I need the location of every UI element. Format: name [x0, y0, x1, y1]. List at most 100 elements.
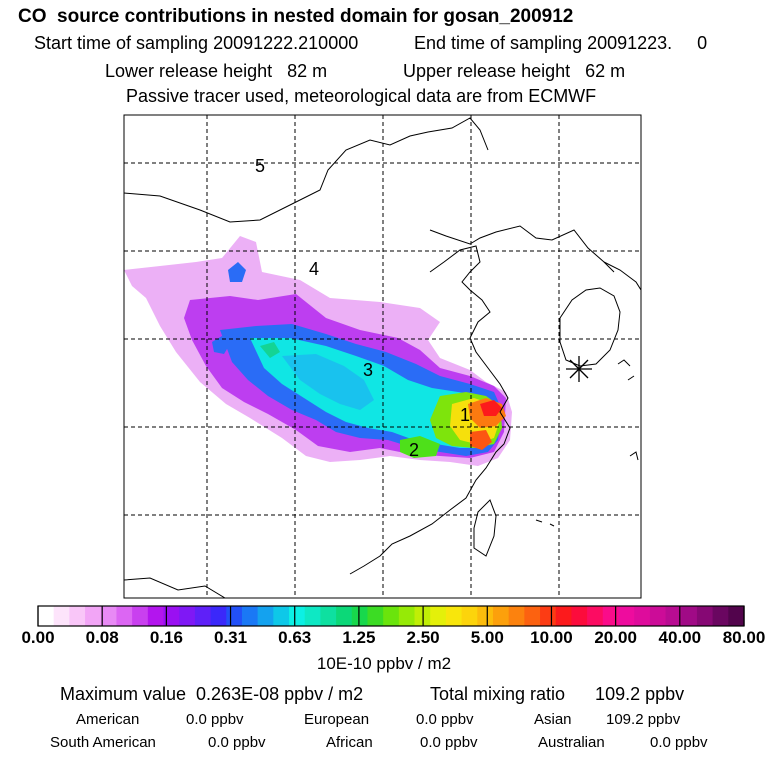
colorbar-segment	[85, 606, 102, 626]
source-value-african: 0.0 ppbv	[420, 734, 478, 751]
colorbar-segment	[728, 606, 745, 626]
contour-green-south	[400, 436, 440, 458]
gosan-receptor-star	[566, 356, 592, 382]
colorbar-tick-label: 2.50	[406, 628, 440, 647]
colorbar-segment	[336, 606, 353, 626]
colorbar-tick-label: 80.00	[722, 628, 766, 647]
colorbar-segment	[430, 606, 447, 626]
colorbar-tick-label: 1.25	[342, 628, 376, 647]
colorbar-segment	[226, 606, 243, 626]
colorbar-segment	[304, 606, 321, 626]
colorbar-segment	[163, 606, 180, 626]
japan-island-1	[617, 359, 631, 367]
colorbar-segment	[69, 606, 86, 626]
source-value-australian: 0.0 ppbv	[650, 734, 708, 751]
korea-coastline	[559, 287, 621, 367]
source-value-european: 0.0 ppbv	[416, 711, 474, 728]
colorbar-segment	[665, 606, 682, 626]
region-label-5: 5	[255, 156, 265, 176]
colorbar-segment	[147, 606, 165, 626]
coastlines-borders	[124, 117, 641, 598]
colorbar-segment	[241, 606, 259, 626]
korea-north-border	[603, 261, 641, 291]
colorbar-segment	[696, 606, 714, 626]
colorbar-segment	[179, 606, 196, 626]
start-time-sampling: Start time of sampling 20091222.210000	[34, 33, 359, 53]
maximum-value: Maximum value 0.263E-08 ppbv / m2	[60, 684, 364, 704]
colorbar-tick-label: 0.31	[213, 628, 248, 647]
colorbar-tick-label: 0.16	[149, 628, 183, 647]
colorbar-tick-label: 5.00	[470, 628, 504, 647]
colorbar-segment	[210, 606, 227, 626]
colorbar-segment	[587, 606, 604, 626]
colorbar-segment	[555, 606, 573, 626]
taiwan-coastline	[473, 499, 497, 557]
northeast-border	[429, 225, 615, 273]
colorbar-tick-label: 10.00	[530, 628, 573, 647]
end-time-sampling: End time of sampling 20091223. 0	[414, 33, 708, 53]
region-label-3: 3	[363, 360, 373, 380]
colorbar-segment	[634, 606, 651, 626]
tracer-note: Passive tracer used, meteorological data…	[126, 86, 597, 106]
upper-release-height: Upper release height 62 m	[403, 61, 626, 81]
source-label-australian: Australian	[538, 734, 605, 751]
colorbar-segment	[492, 606, 510, 626]
colorbar-segment	[38, 606, 55, 626]
colorbar-frame	[37, 605, 745, 627]
colorbar-segment	[524, 606, 541, 626]
colorbar-segment	[508, 606, 525, 626]
colorbar-segment	[681, 606, 698, 626]
source-label-american: American	[76, 711, 140, 728]
source-label-european: European	[304, 711, 370, 728]
colorbar-segment	[367, 606, 384, 626]
colorbar-segment	[320, 606, 337, 626]
colorbar-segment	[100, 606, 118, 626]
colorbar-tick-label: 0.00	[21, 628, 55, 647]
colorbar-tick-label: 20.00	[594, 628, 637, 647]
total-mixing-ratio: Total mixing ratio 109.2 ppbv	[430, 684, 685, 704]
contour-blob-west	[212, 336, 230, 354]
colorbar-segment	[273, 606, 290, 626]
colorbar-segment	[602, 606, 620, 626]
colorbar	[37, 605, 745, 627]
source-label-south-american: South American	[50, 734, 156, 751]
colorbar-segment	[398, 606, 416, 626]
lower-release-height: Lower release height 82 m	[105, 61, 328, 81]
colorbar-segment	[257, 606, 274, 626]
map-frame	[123, 114, 642, 599]
source-value-asian: 109.2 ppbv	[606, 711, 681, 728]
colorbar-segment	[571, 606, 588, 626]
colorbar-segment	[116, 606, 133, 626]
source-value-south-american: 0.0 ppbv	[208, 734, 266, 751]
colorbar-units: 10E-10 ppbv / m2	[316, 654, 452, 673]
colorbar-segment	[540, 606, 557, 626]
contour-blob-northwest	[228, 262, 246, 282]
colorbar-segment	[445, 606, 463, 626]
ryukyu-1	[629, 451, 639, 461]
source-label-african: African	[326, 734, 373, 751]
colorbar-segment	[618, 606, 635, 626]
colorbar-tick-label: 40.00	[658, 628, 702, 647]
colorbar-tick-label: 0.08	[85, 628, 119, 647]
colorbar-segment	[461, 606, 478, 626]
mongolia-border	[124, 117, 489, 223]
region-label-1: 1	[460, 405, 470, 425]
contour-high-south	[470, 430, 492, 450]
china-coastline	[349, 245, 511, 575]
region-labels: 1 2 3 4 5	[255, 156, 470, 460]
source-value-american: 0.0 ppbv	[186, 711, 244, 728]
colorbar-tick-label: 0.63	[278, 628, 312, 647]
southwest-border	[124, 577, 226, 598]
lat-lon-grid	[124, 115, 641, 598]
colorbar-segment	[477, 606, 494, 626]
ryukyu-3	[549, 523, 555, 527]
concentration-field	[124, 236, 512, 466]
plot-title: CO source contributions in nested domain…	[18, 6, 574, 27]
source-label-asian: Asian	[534, 711, 572, 728]
colorbar-segment	[132, 606, 149, 626]
japan-island-2	[627, 375, 635, 381]
region-label-4: 4	[309, 259, 319, 279]
colorbar-segment	[383, 606, 400, 626]
colorbar-segment	[649, 606, 667, 626]
